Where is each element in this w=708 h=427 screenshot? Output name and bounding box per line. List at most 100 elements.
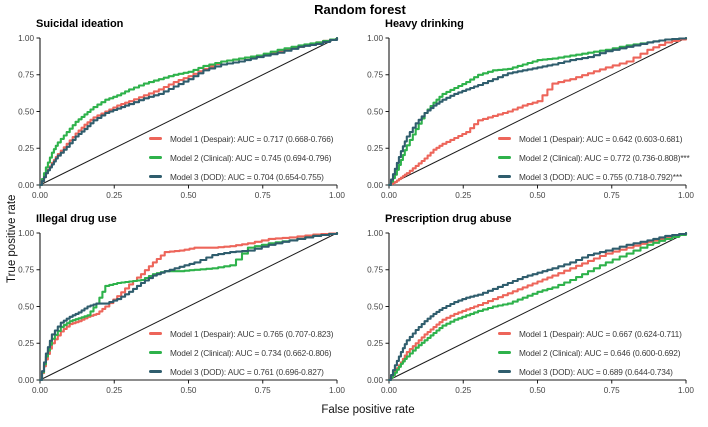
legend-entry: Model 3 (DOD): AUC = 0.689 (0.644-0.734): [498, 362, 682, 381]
panel-title: Prescription drug abuse: [385, 213, 512, 225]
y-tick-label: 0.00: [18, 181, 34, 190]
x-tick-label: 1.00: [678, 386, 694, 395]
roc-curve-model2: [387, 231, 688, 382]
legend-entry: Model 3 (DOD): AUC = 0.755 (0.718-0.792)…: [498, 167, 690, 186]
legend-key-line: [498, 351, 511, 354]
panel-suicidal-ideation: Suicidal ideation 0.00 0.00 0.25 0.25 0.50 0.…: [13, 18, 353, 208]
roc-curve-model3: [38, 231, 339, 382]
roc-curve-model1: [387, 36, 688, 187]
roc-plot: 0.000.00 0.25 0.25 0.50 0.50 0.75 0.75 1.00 1.00: [367, 34, 694, 200]
y-tick-label: 0.75: [18, 71, 34, 80]
x-tick-label: 0.00: [381, 386, 397, 395]
legend-entry: Model 1 (Despair): AUC = 0.667 (0.624-0.…: [498, 324, 682, 343]
y-tick-label: 1.00: [367, 34, 383, 43]
legend-entry: Model 1 (Despair): AUC = 0.765 (0.707-0.…: [149, 324, 334, 343]
y-tick-label: 0.50: [18, 302, 34, 311]
legend-entry: Model 2 (Clinical): AUC = 0.734 (0.662-0…: [149, 343, 333, 362]
reference-diagonal: [39, 232, 338, 381]
y-tick-label: 0.75: [18, 266, 34, 275]
legend-entry: Model 3 (DOD): AUC = 0.761 (0.696-0.827): [149, 362, 333, 381]
x-tick-label: 0.00: [32, 191, 48, 200]
legend-key-line: [149, 137, 162, 140]
x-tick-label: 0.50: [181, 191, 197, 200]
reference-diagonal: [388, 37, 687, 186]
roc-curve-model3: [387, 36, 688, 187]
figure-title: Random forest: [314, 2, 406, 17]
legend-key-line: [149, 175, 162, 178]
legend-entry: Model 1 (Despair): AUC = 0.717 (0.668-0.…: [149, 129, 334, 148]
y-tick-label: 0.50: [18, 107, 34, 116]
y-tick-label: 0.00: [367, 181, 383, 190]
legend: Model 1 (Despair): AUC = 0.667 (0.624-0.…: [498, 324, 682, 381]
roc-curve-model1: [38, 231, 339, 382]
legend-label: Model 1 (Despair): AUC = 0.717 (0.668-0.…: [170, 133, 334, 144]
x-tick-label: 0.00: [32, 386, 48, 395]
legend-label: Model 3 (DOD): AUC = 0.704 (0.654-0.755): [170, 171, 324, 182]
legend: Model 1 (Despair): AUC = 0.717 (0.668-0.…: [149, 129, 334, 186]
y-tick-label: 0.50: [367, 107, 383, 116]
x-tick-label: 0.75: [255, 191, 271, 200]
legend-key-line: [498, 370, 511, 373]
roc-curve-model3: [387, 231, 688, 382]
y-tick-label: 0.50: [367, 302, 383, 311]
roc-curve-model2: [387, 36, 688, 187]
legend-key-line: [149, 332, 162, 335]
y-tick-label: 0.00: [18, 376, 34, 385]
y-tick-label: 1.00: [18, 229, 34, 238]
y-tick-label: 1.00: [18, 34, 34, 43]
panel-title: Heavy drinking: [385, 18, 464, 30]
roc-plot: 0.000.00 0.25 0.25 0.50 0.50 0.75 0.75 1.00 1.00: [367, 229, 694, 395]
legend-entry: Model 2 (Clinical): AUC = 0.745 (0.694-0…: [149, 148, 333, 167]
legend: Model 1 (Despair): AUC = 0.765 (0.707-0.…: [149, 324, 334, 381]
panel-prescription-drug-abuse: Prescription drug abuse 0.00 0.00 0.25 0.25…: [362, 213, 702, 403]
x-tick-label: 0.50: [181, 386, 197, 395]
roc-curve-model2: [38, 36, 339, 187]
x-tick-label: 0.75: [255, 386, 271, 395]
x-tick-label: 0.50: [530, 386, 546, 395]
y-tick-label: 1.00: [367, 229, 383, 238]
x-tick-label: 0.75: [604, 191, 620, 200]
legend: Model 1 (Despair): AUC = 0.642 (0.603-0.…: [498, 129, 690, 186]
legend-entry: Model 2 (Clinical): AUC = 0.772 (0.736-0…: [498, 148, 690, 167]
legend-label: Model 2 (Clinical): AUC = 0.646 (0.600-0…: [519, 347, 681, 358]
y-tick-label: 0.25: [367, 339, 383, 348]
x-tick-label: 0.25: [106, 191, 122, 200]
panel-title: Illegal drug use: [36, 213, 117, 225]
legend-entry: Model 2 (Clinical): AUC = 0.646 (0.600-0…: [498, 343, 682, 362]
legend-key-line: [149, 370, 162, 373]
x-tick-label: 0.75: [604, 386, 620, 395]
legend-label: Model 1 (Despair): AUC = 0.642 (0.603-0.…: [519, 133, 683, 144]
panel-title: Suicidal ideation: [36, 18, 124, 30]
legend-label: Model 2 (Clinical): AUC = 0.745 (0.694-0…: [170, 152, 332, 163]
reference-diagonal: [388, 232, 687, 381]
x-tick-label: 0.25: [106, 386, 122, 395]
roc-curve-model3: [38, 36, 339, 187]
legend-key-line: [498, 137, 511, 140]
x-tick-label: 0.50: [530, 191, 546, 200]
y-tick-label: 0.25: [367, 144, 383, 153]
x-tick-label: 0.25: [455, 191, 471, 200]
y-tick-label: 0.75: [367, 266, 383, 275]
legend-entry: Model 1 (Despair): AUC = 0.642 (0.603-0.…: [498, 129, 690, 148]
y-tick-label: 0.00: [367, 376, 383, 385]
panel-illegal-drug-use: Illegal drug use 0.00 0.00 0.25 0.25 0.50 0.5…: [13, 213, 353, 403]
x-tick-label: 0.25: [455, 386, 471, 395]
x-tick-label: 1.00: [329, 191, 345, 200]
x-tick-label: 0.00: [381, 191, 397, 200]
legend-label: Model 2 (Clinical): AUC = 0.734 (0.662-0…: [170, 347, 332, 358]
roc-plot: 0.000.00 0.25 0.25 0.50 0.50 0.75 0.75 1.00 1.00: [18, 229, 345, 395]
y-tick-label: 0.75: [367, 71, 383, 80]
legend-label: Model 3 (DOD): AUC = 0.689 (0.644-0.734): [519, 366, 673, 377]
legend-key-line: [149, 156, 162, 159]
legend-label: Model 3 (DOD): AUC = 0.761 (0.696-0.827): [170, 366, 324, 377]
legend-entry: Model 3 (DOD): AUC = 0.704 (0.654-0.755): [149, 167, 333, 186]
legend-key-line: [498, 332, 511, 335]
legend-label: Model 3 (DOD): AUC = 0.755 (0.718-0.792)…: [519, 171, 683, 182]
legend-key-line: [498, 156, 511, 159]
roc-plot: 0.000.00 0.25 0.25 0.50 0.50 0.75 0.75 1.00 1.00: [18, 34, 345, 200]
legend-key-line: [149, 351, 162, 354]
legend-label: Model 1 (Despair): AUC = 0.765 (0.707-0.…: [170, 328, 334, 339]
y-tick-label: 0.25: [18, 144, 34, 153]
x-tick-label: 1.00: [678, 191, 694, 200]
